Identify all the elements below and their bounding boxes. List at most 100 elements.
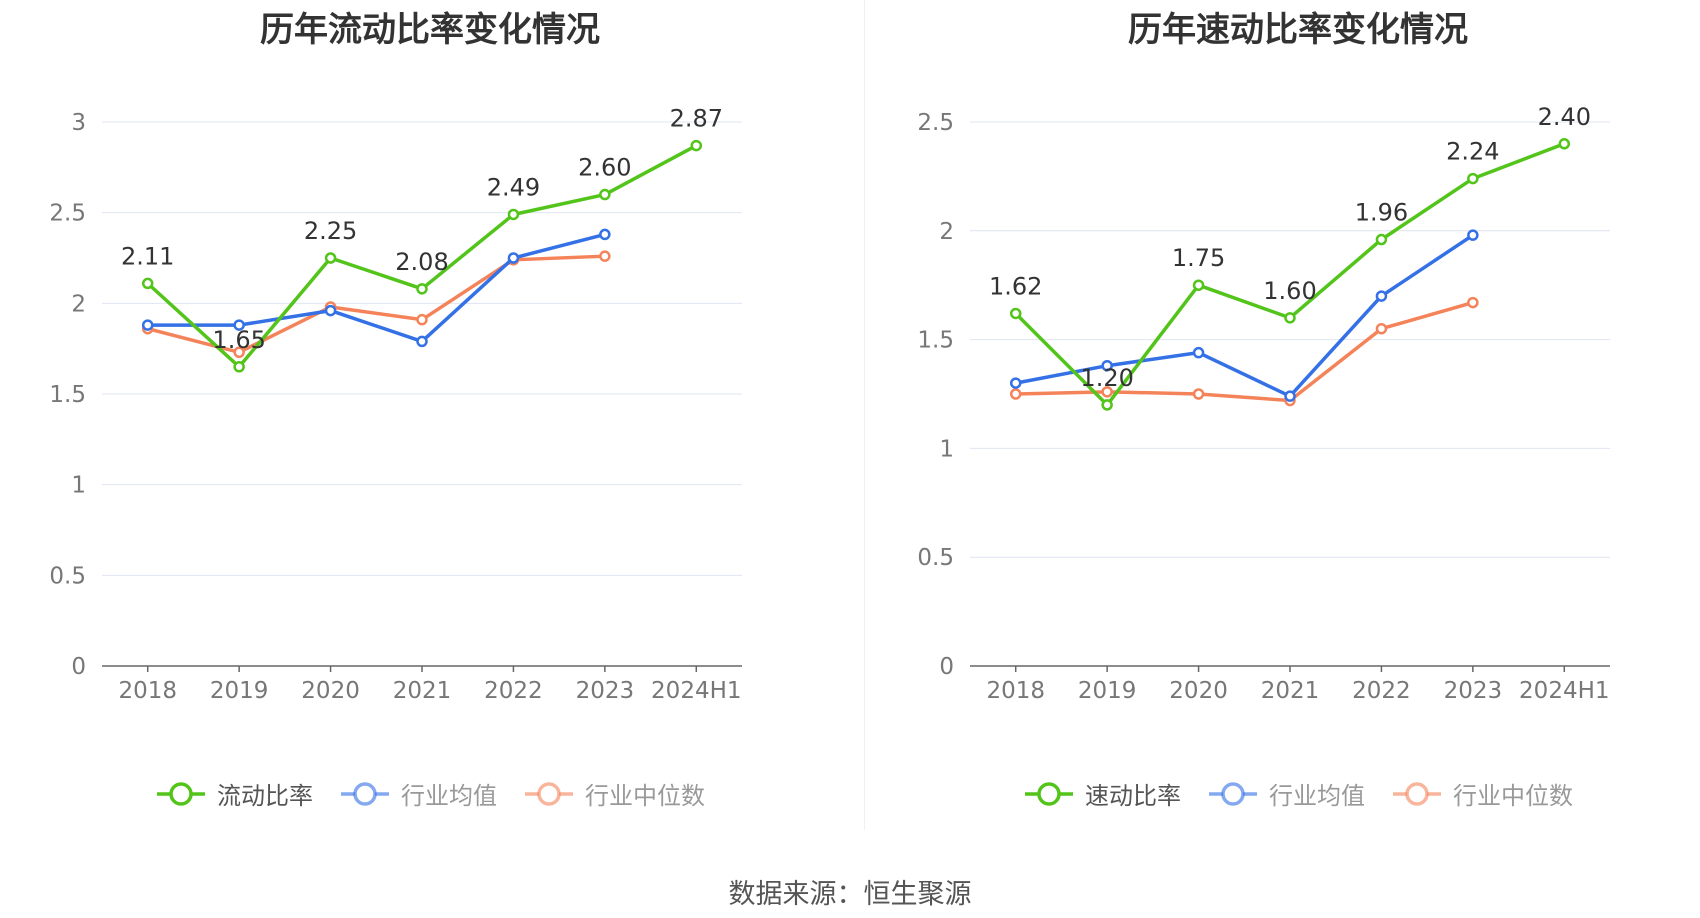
y-tick-label: 1.5: [49, 382, 86, 408]
x-tick-label: 2020: [301, 678, 360, 704]
data-point: [507, 208, 520, 221]
data-point: [141, 277, 154, 290]
legend-marker: [353, 781, 377, 806]
data-point: [233, 346, 245, 359]
data-point: [416, 313, 428, 326]
data-point: [233, 361, 245, 373]
y-tick-label: 1.5: [917, 328, 954, 354]
legend-label: 行业均值: [1269, 782, 1365, 810]
current-ratio-chart: 历年流动比率变化情况 0 0.5 1 1.5 2 2.5 3 2018 2019 2020 2021…: [0, 0, 860, 830]
data-label: 2.87: [670, 105, 723, 133]
legend-label: 行业中位数: [585, 782, 705, 810]
y-tick-label: 3: [71, 110, 86, 136]
data-point: [1101, 386, 1113, 398]
y-tick-label: 2: [939, 219, 954, 245]
legend-marker: [169, 781, 193, 806]
data-point: [1467, 296, 1479, 309]
legend-item-series-2[interactable]: 行业均值: [339, 776, 497, 811]
data-point: [233, 319, 245, 331]
data-label: 1.62: [989, 272, 1042, 300]
data-label: 2.08: [395, 248, 448, 276]
data-point: [1192, 388, 1205, 400]
y-tick-label: 2.5: [917, 110, 954, 136]
data-label: 2.24: [1446, 138, 1499, 166]
legend-item-series-2[interactable]: 行业均值: [1207, 776, 1365, 811]
data-point: [141, 319, 154, 331]
y-tick-label: 0.5: [917, 545, 954, 571]
series-line: [1015, 233, 1474, 398]
x-tick-label: 2020: [1169, 678, 1228, 704]
legend-label: 行业中位数: [1453, 782, 1573, 810]
series-line: [1015, 300, 1474, 403]
legend-label: 流动比率: [217, 782, 313, 810]
x-tick-label: 2024H1: [651, 678, 741, 704]
chart-title: 历年流动比率变化情况: [260, 10, 600, 50]
legend-line-icon: [525, 781, 573, 806]
data-point: [1009, 377, 1022, 389]
data-label: 1.65: [212, 326, 265, 354]
data-source-note: 数据来源：恒生聚源: [728, 879, 972, 910]
data-point: [1101, 399, 1113, 411]
data-label: 1.60: [1263, 277, 1316, 305]
legend-marker: [537, 781, 561, 806]
legend-item-series-1[interactable]: 速动比率: [1023, 776, 1181, 811]
data-point: [1192, 346, 1205, 359]
legend-item-series-1[interactable]: 流动比率: [155, 776, 313, 811]
legend-marker: [1405, 781, 1429, 806]
data-label: 1.96: [1355, 199, 1408, 227]
y-tick-label: 1: [939, 436, 954, 462]
data-point: [599, 228, 611, 241]
data-point: [1192, 279, 1205, 291]
quick-ratio-chart: 历年速动比率变化情况 0 0.5 1 1.5 2 2.5 2018 2019 2020 2021 2…: [868, 0, 1700, 830]
data-label: 1.75: [1172, 244, 1225, 272]
legend-item-series-3[interactable]: 行业中位数: [1391, 776, 1573, 811]
legend-marker: [1037, 781, 1061, 806]
data-point: [324, 304, 337, 317]
legend-label: 行业均值: [401, 782, 497, 810]
chart-legend: 流动比率 行业均值 行业中位数: [0, 776, 860, 811]
x-tick-label: 2024H1: [1519, 678, 1609, 704]
legend-line-icon: [1209, 781, 1257, 806]
legend-line-icon: [341, 781, 389, 806]
legend-item-series-3[interactable]: 行业中位数: [523, 776, 705, 811]
data-label: 2.11: [121, 242, 174, 270]
x-tick-label: 2023: [576, 678, 635, 704]
y-tick-label: 2.5: [49, 201, 86, 227]
legend-label: 速动比率: [1085, 782, 1181, 810]
x-tick-label: 2019: [210, 678, 269, 704]
legend-line-icon: [1393, 781, 1441, 806]
x-tick-label: 2018: [986, 678, 1045, 704]
data-point: [1558, 138, 1571, 150]
data-label: 2.25: [304, 217, 357, 245]
data-point: [1375, 322, 1388, 335]
data-label: 2.60: [578, 154, 631, 182]
data-point: [324, 252, 337, 264]
chart-title: 历年速动比率变化情况: [1128, 10, 1468, 50]
data-point: [1467, 229, 1479, 241]
series-line: [147, 254, 605, 355]
x-tick-label: 2018: [118, 678, 177, 704]
data-point: [1101, 359, 1113, 372]
x-tick-label: 2019: [1078, 678, 1137, 704]
y-tick-label: 0: [939, 654, 954, 680]
legend-line-icon: [157, 781, 205, 806]
data-point: [599, 250, 611, 262]
data-point: [416, 335, 428, 348]
chart-plot: 0 0.5 1 1.5 2 2.5 3 2018 2019 2020 2021 2022 2023 202…: [49, 105, 742, 704]
data-label: 2.40: [1538, 103, 1591, 131]
y-tick-label: 1: [71, 473, 86, 499]
data-point: [1009, 307, 1022, 320]
x-tick-label: 2022: [1352, 678, 1411, 704]
data-label: 1.20: [1080, 364, 1133, 392]
data-point: [1467, 172, 1479, 185]
chart-plot: 0 0.5 1 1.5 2 2.5 2018 2019 2020 2021 2022 2023 2024…: [917, 103, 1610, 704]
data-point: [1375, 233, 1388, 246]
x-tick-label: 2023: [1444, 678, 1503, 704]
data-point: [1284, 312, 1296, 324]
data-label: 2.49: [487, 173, 540, 201]
series-line: [147, 232, 606, 344]
y-tick-label: 2: [71, 291, 86, 317]
data-point: [416, 283, 428, 295]
chart-legend: 速动比率 行业均值 行业中位数: [868, 776, 1700, 811]
x-tick-label: 2021: [1261, 678, 1320, 704]
